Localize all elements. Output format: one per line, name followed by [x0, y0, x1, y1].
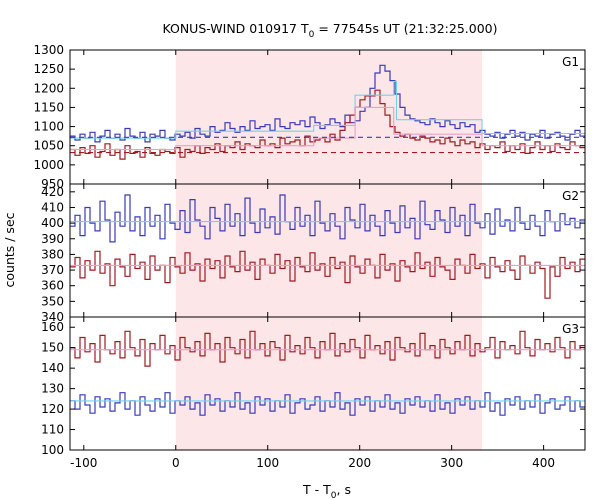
x-tick-label: 400 — [532, 456, 555, 470]
panels: 9501000105011001150120012501300G13403503… — [33, 43, 586, 470]
panel-label: G3 — [562, 322, 579, 336]
y-tick-label: 1200 — [33, 81, 64, 95]
y-tick-label: 1050 — [33, 139, 64, 153]
panel-g1: 950 1000 1050 1100 1150 1200 1250 1300 G1 — [33, 43, 586, 191]
y-tick-label: 380 — [41, 247, 64, 261]
y-tick-label: 110 — [41, 423, 64, 437]
y-tick-label: 360 — [41, 279, 64, 293]
x-tick-label: 0 — [172, 456, 180, 470]
y-tick-label: 1250 — [33, 62, 64, 76]
series-g1-1 — [70, 89, 585, 160]
y-tick-label: 400 — [41, 216, 64, 230]
chart-title: KONUS-WIND 010917 T0 = 77545s UT (21:32:… — [162, 21, 497, 40]
y-tick-label: 1300 — [33, 43, 64, 57]
highlight-region — [175, 317, 483, 450]
x-axis-title: T - T0, s — [302, 482, 351, 500]
panel-label: G1 — [562, 55, 579, 69]
y-tick-label: 370 — [41, 263, 64, 277]
y-tick-label: 410 — [41, 200, 64, 214]
y-tick-label: 140 — [41, 361, 64, 375]
panel-frame — [69, 316, 586, 451]
highlight-region — [175, 184, 483, 317]
y-tick-label: 120 — [41, 402, 64, 416]
x-tick-label: 100 — [256, 456, 279, 470]
series-g1-2 — [70, 80, 585, 139]
y-tick-label: 1100 — [33, 120, 64, 134]
x-tick-label: -100 — [70, 456, 97, 470]
series-g1-0 — [70, 64, 585, 143]
highlight-region — [175, 50, 483, 184]
y-tick-label: 350 — [41, 294, 64, 308]
y-tick-label: 950 — [41, 177, 64, 191]
series-g2-0 — [70, 194, 585, 243]
y-axis-title: counts / sec — [2, 212, 17, 287]
panel-label: G2 — [562, 189, 579, 203]
series-g1-3 — [70, 106, 585, 151]
x-tick-label: 200 — [348, 456, 371, 470]
y-tick-label: 340 — [41, 310, 64, 324]
y-tick-label: 100 — [41, 443, 64, 457]
y-tick-label: 1000 — [33, 158, 64, 172]
panel-g3: 100 110 120 130 140 150 160 G3 — [41, 316, 586, 457]
series-g2-1 — [70, 250, 585, 299]
y-tick-label: 150 — [41, 341, 64, 355]
x-tick-label: 300 — [440, 456, 463, 470]
y-tick-label: 1150 — [33, 100, 64, 114]
y-tick-label: 130 — [41, 382, 64, 396]
y-tick-label: 420 — [41, 185, 64, 199]
y-tick-label: 160 — [41, 320, 64, 334]
y-tick-label: 390 — [41, 232, 64, 246]
